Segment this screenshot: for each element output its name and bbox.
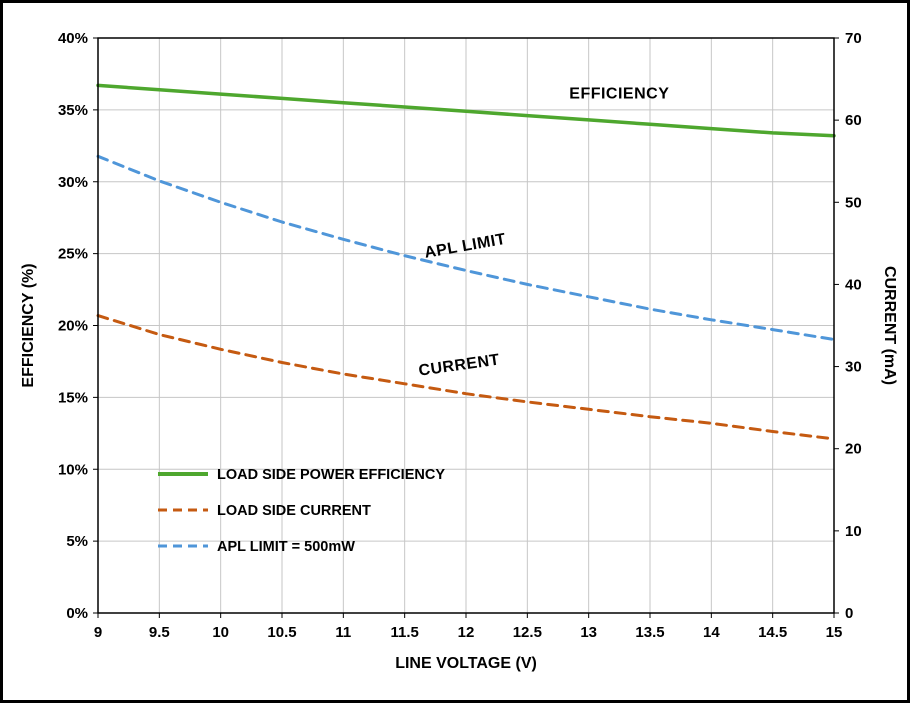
annotations: EFFICIENCY APL LIMIT CURRENT — [418, 85, 669, 380]
annotation-efficiency: EFFICIENCY — [569, 85, 669, 102]
legend-item: APL LIMIT = 500mW — [158, 539, 355, 555]
x-tick-label: 10 — [212, 624, 229, 641]
x-tick-label: 13 — [580, 624, 597, 641]
legend-label: LOAD SIDE POWER EFFICIENCY — [217, 467, 445, 483]
series-line-load-side-power-efficiency — [96, 83, 836, 138]
x-axis-title: LINE VOLTAGE (V) — [395, 655, 537, 672]
legend-item: LOAD SIDE CURRENT — [158, 503, 371, 519]
y-left-axis-title: EFFICIENCY (%) — [20, 263, 37, 387]
y-left-tick-label: 5% — [66, 533, 88, 550]
gridlines — [98, 38, 834, 613]
legend-label: APL LIMIT = 500mW — [217, 539, 355, 555]
annotation-apl-limit: APL LIMIT — [423, 231, 507, 262]
plot-border — [97, 37, 835, 614]
series-line-apl-limit-500mw — [96, 154, 836, 341]
y-right-tick-label: 20 — [845, 441, 862, 458]
x-tick-label: 10.5 — [267, 624, 296, 641]
y-right-axis-title: CURRENT (mA) — [881, 266, 898, 385]
series-line-load-side-current — [96, 314, 836, 441]
legend-item: LOAD SIDE POWER EFFICIENCY — [158, 467, 445, 483]
y-right-tick-label: 10 — [845, 523, 862, 540]
y-left-tick-label: 20% — [58, 318, 88, 335]
x-tick-label: 11 — [335, 624, 351, 641]
x-tick-label: 9.5 — [149, 624, 170, 641]
y-left-tick-label: 15% — [58, 389, 88, 406]
x-tick-label: 9 — [94, 624, 102, 641]
y-right-tick-label: 40 — [845, 276, 862, 293]
chart-canvas: 9 9.5 10 10.5 11 11.5 12 12.5 13 13.5 14 14.5 15 0% 5%… — [20, 30, 898, 672]
annotation-current: CURRENT — [418, 352, 501, 380]
x-tick-label: 15 — [826, 624, 843, 641]
x-tick-label: 14 — [703, 624, 720, 641]
tick-labels: 9 9.5 10 10.5 11 11.5 12 12.5 13 13.5 14 14.5 15 0% 5%… — [58, 30, 862, 641]
legend-label: LOAD SIDE CURRENT — [217, 503, 371, 519]
series-group — [96, 83, 836, 441]
y-left-tick-label: 40% — [58, 30, 88, 47]
y-right-tick-label: 0 — [845, 605, 853, 622]
x-tick-label: 12 — [458, 624, 475, 641]
x-tick-label: 14.5 — [758, 624, 787, 641]
y-left-tick-label: 10% — [58, 461, 88, 478]
x-tick-label: 12.5 — [513, 624, 542, 641]
y-right-tick-label: 50 — [845, 194, 862, 211]
y-right-tick-label: 60 — [845, 112, 862, 129]
x-tick-label: 13.5 — [635, 624, 664, 641]
y-left-tick-label: 0% — [66, 605, 88, 622]
y-left-tick-label: 25% — [58, 246, 88, 263]
tick-marks — [93, 37, 839, 618]
legend: LOAD SIDE POWER EFFICIENCY LOAD SIDE CURR… — [158, 467, 445, 555]
y-right-tick-label: 30 — [845, 359, 862, 376]
y-right-tick-label: 70 — [845, 30, 862, 47]
y-left-tick-label: 30% — [58, 174, 88, 191]
y-left-tick-label: 35% — [58, 102, 88, 119]
x-tick-label: 11.5 — [390, 624, 418, 641]
